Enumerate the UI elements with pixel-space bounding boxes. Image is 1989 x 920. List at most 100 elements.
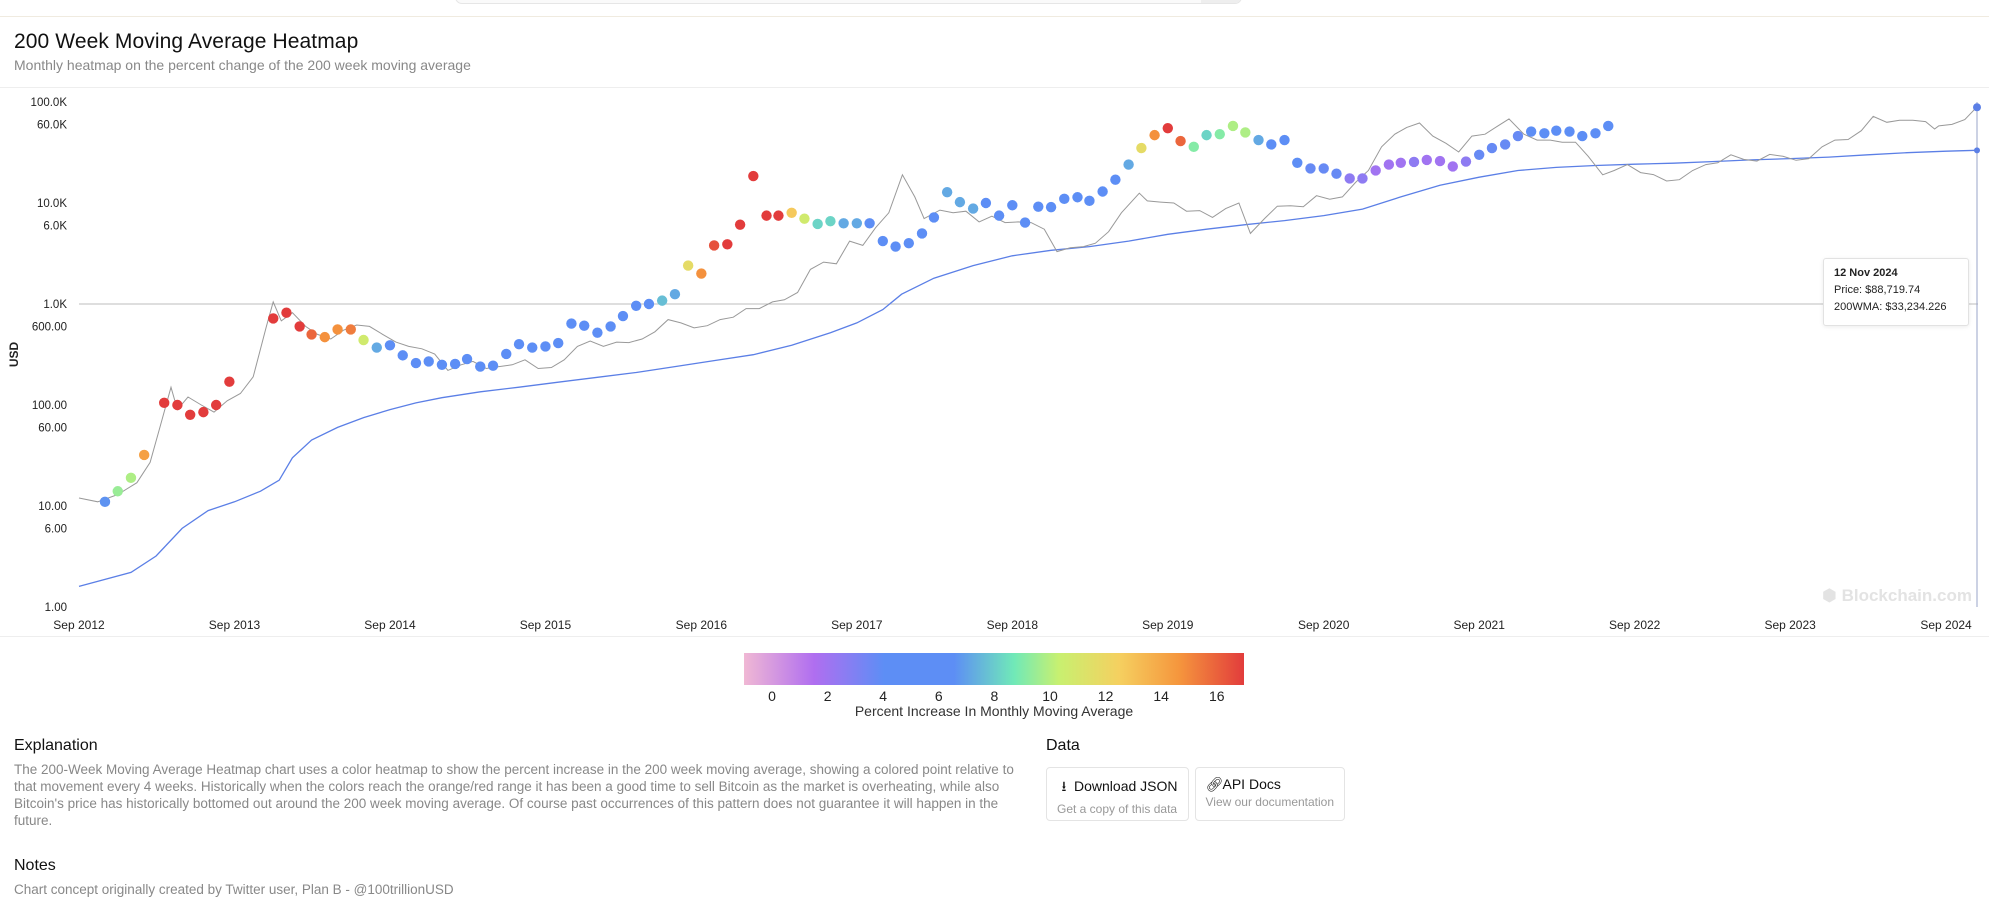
download-json-button[interactable]: ⭳ Download JSON Get a copy of this data [1046,767,1189,821]
heatmap-point [669,289,681,300]
heatmap-point [1149,129,1160,141]
wma-line [78,149,1977,588]
x-tick-label: Sep 2013 [209,618,261,632]
tooltip-wma: 200WMA: $33,234.226 [1834,301,1947,313]
y-tick-label: 100.00 [32,400,67,412]
y-tick-label: 10.00 [38,501,67,513]
heatmap-point [1539,128,1550,139]
heatmap-point [1175,135,1186,147]
heatmap-point [1305,163,1316,174]
heatmap-point [708,240,720,251]
heatmap-point [1253,134,1264,146]
legend-tick: 4 [879,688,888,704]
heatmap-point [838,218,849,229]
heatmap-point [1019,217,1031,228]
heatmap-point [903,237,915,249]
api-docs-label: API Docs [1222,776,1281,792]
heatmap-point [761,210,772,221]
heatmap-point [1214,128,1225,140]
explanation-section: Explanation The 200-Week Moving Average … [14,737,1024,829]
heatmap-point [579,320,590,331]
link-icon: 🔗︎ [1205,776,1224,792]
heatmap-point [1603,120,1614,132]
search-button[interactable] [1201,0,1241,3]
wma-end-marker [1974,147,1980,154]
heatmap-point [358,334,369,346]
tooltip-date: 12 Nov 2024 [1834,267,1898,279]
heatmap-point [397,350,408,361]
heatmap-point [1059,193,1070,205]
color-legend: 0 2 4 6 8 10 12 14 16 Percent Increase In Monthl… [744,653,1244,719]
heatmap-point [1279,134,1290,146]
heatmap-point [722,239,733,250]
data-section: Data ⭳ Download JSON Get a copy of this d… [1046,737,1346,821]
explanation-heading: Explanation [14,737,98,754]
heatmap-point [1564,126,1575,137]
heatmap-point [1136,142,1147,154]
data-heading: Data [1046,737,1080,754]
heatmap-point [138,449,150,461]
search-input[interactable] [455,0,1242,4]
heatmap-point [1227,120,1239,132]
heatmap-point [1045,201,1057,213]
heatmap-point [1292,157,1303,169]
heatmap-point [682,260,694,271]
heatmap-point [954,196,966,208]
heatmap-point [1512,130,1524,142]
heatmap-point [1123,159,1134,170]
heatmap-point [384,340,396,351]
legend-tick: 0 [768,688,776,704]
heatmap-point [967,203,979,214]
heatmap-point [630,300,642,311]
heatmap-point [592,327,603,338]
api-docs-button[interactable]: 🔗︎API Docs View our documentation [1194,767,1346,821]
heatmap-point [1434,155,1446,167]
heatmap-point [1383,159,1395,170]
x-tick-label: Sep 2016 [676,618,728,632]
heatmap-point [566,318,577,329]
heatmap-point [501,348,512,360]
heatmap-point [281,307,292,318]
heatmap-point [371,342,382,353]
y-tick-label: 60.00 [38,422,67,434]
y-tick-label: 100.0K [31,97,68,109]
heatmap-point [656,295,668,306]
heatmap-point [916,228,928,239]
color-scale-bar [744,653,1244,685]
x-tick-label: Sep 2019 [1142,618,1194,632]
heatmap-point [1421,154,1432,166]
heatmap-point [210,399,222,411]
notes-heading: Notes [14,857,56,874]
download-icon: ⭳ [1061,778,1067,794]
x-tick-label: Sep 2012 [53,618,105,632]
y-tick-label: 600.00 [32,321,67,333]
heatmap-point [172,399,183,411]
heatmap-point [475,361,486,372]
heatmap-point [734,219,746,230]
x-tick-label: Sep 2014 [364,618,416,632]
heatmap-point [158,397,170,409]
x-tick-label: Sep 2022 [1609,618,1661,632]
x-tick-label: Sep 2015 [520,618,572,632]
y-tick-label: 10.0K [37,198,67,210]
heatmap-point [1266,139,1277,150]
x-tick-label: Sep 2017 [831,618,883,632]
heatmap-point [980,197,992,209]
heatmap-point [1162,123,1173,134]
price-end-marker [1973,103,1981,112]
heatmap-point [1344,173,1355,184]
heatmap-point [1473,149,1485,161]
heatmap-point [1408,156,1420,168]
heatmap-point [799,213,810,224]
heatmap-point [1486,142,1498,154]
heatmap-point [268,313,279,324]
heatmap-point [773,210,784,221]
heatmap-point [1318,163,1329,174]
heatmap-point [993,210,1005,221]
heatmap-point [112,486,123,497]
heatmap-chart[interactable]: 100.0K 60.0K 10.0K 6.0K 1.0K 600.00 100.00 60.0… [0,88,1989,636]
legend-tick: 16 [1209,688,1225,704]
notes-section: Notes Chart concept originally created b… [14,857,454,898]
heatmap-point [1072,192,1083,203]
heatmap-point [1499,139,1511,150]
